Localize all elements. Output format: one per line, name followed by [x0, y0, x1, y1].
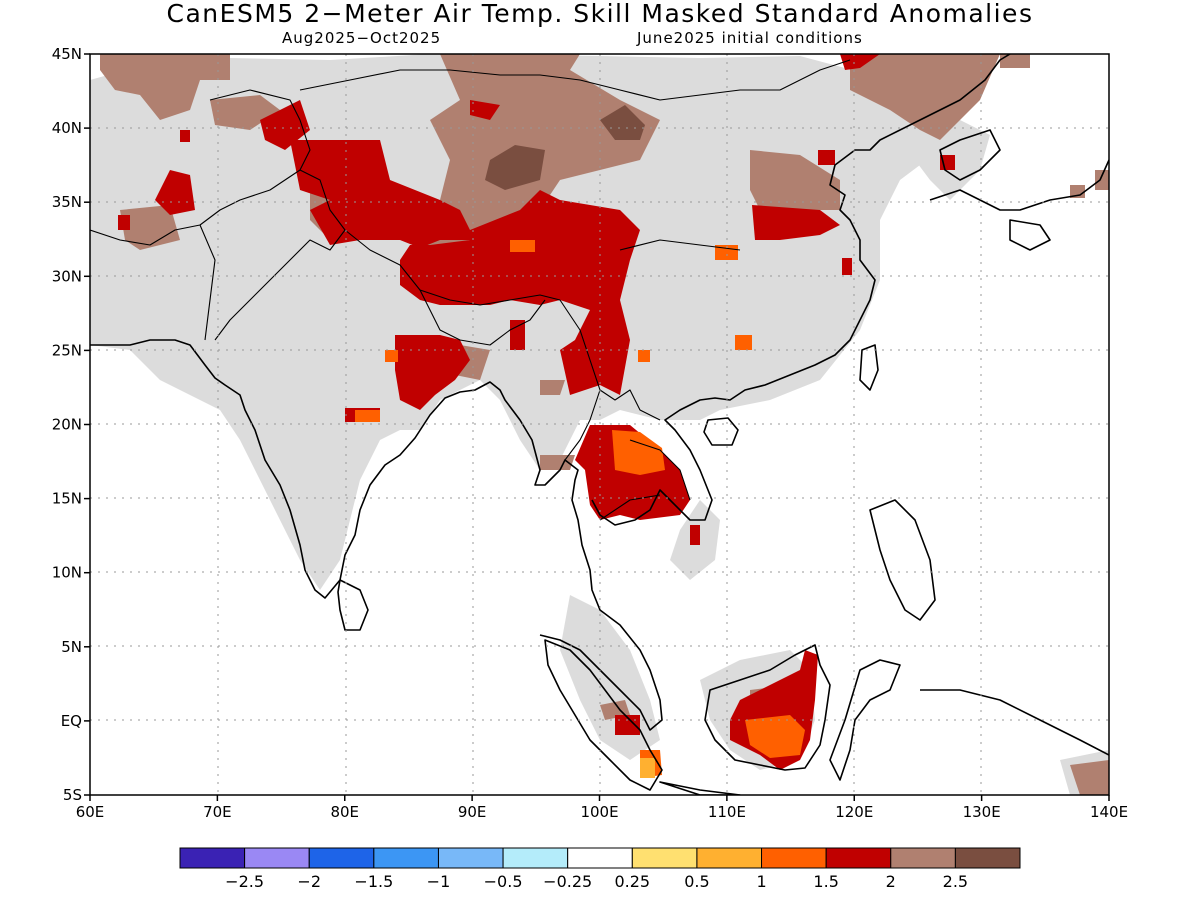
colorbar-label: −2.5 [225, 872, 264, 891]
colorbar-label: 2.5 [943, 872, 968, 891]
colorbar-swatch [373, 847, 439, 869]
lon-label: 80E [330, 803, 359, 821]
colorbar: −2.5 −2 −1.5 −1 −0.5 −0.25 0.25 0.5 1 1.5 2 2.5 [179, 847, 1021, 891]
lat-label: 15N [52, 490, 82, 508]
initial-conditions: June2025 initial conditions [637, 29, 863, 47]
colorbar-label: −1.5 [354, 872, 393, 891]
colorbar-label: 1.5 [813, 872, 838, 891]
longitude-axis: 60E 70E 80E 90E 100E 110E 120E 130E 140E [76, 795, 1128, 821]
lat-label: 10N [52, 564, 82, 582]
colorbar-label: −0.25 [543, 872, 592, 891]
colorbar-swatch [631, 847, 698, 869]
colorbar-swatch [567, 847, 633, 869]
lon-label: 70E [203, 803, 232, 821]
colorbar-swatch [954, 847, 1021, 869]
lon-label: 110E [708, 803, 746, 821]
latitude-axis: 45N 40N 35N 30N 25N 20N 15N 10N 5N EQ 5S [52, 45, 90, 804]
colorbar-label: 0.5 [684, 872, 709, 891]
coastlines [90, 54, 1109, 795]
lon-label: 140E [1090, 803, 1128, 821]
lat-label: 5S [63, 786, 82, 804]
lat-label: EQ [61, 712, 82, 730]
colorbar-swatch [825, 847, 892, 869]
lat-label: 30N [52, 267, 82, 285]
colorbar-label: −2 [297, 872, 321, 891]
colorbar-label: 2 [886, 872, 896, 891]
lon-label: 100E [580, 803, 618, 821]
lat-label: 40N [52, 119, 82, 137]
colorbar-label: −1 [427, 872, 451, 891]
colorbar-swatch [244, 847, 310, 869]
lon-label: 130E [963, 803, 1001, 821]
forecast-period: Aug2025−Oct2025 [282, 29, 442, 47]
colorbar-swatch [437, 847, 504, 869]
lat-label: 45N [52, 45, 82, 63]
colorbar-label: 0.25 [614, 872, 650, 891]
lon-label: 60E [76, 803, 105, 821]
lat-label: 25N [52, 341, 82, 359]
colorbar-swatch [308, 847, 375, 869]
lat-label: 20N [52, 416, 82, 434]
colorbar-swatch [696, 847, 763, 869]
colorbar-label: −0.5 [484, 872, 523, 891]
anomaly-shading [100, 54, 1109, 795]
colorbar-label: 1 [756, 872, 766, 891]
map-title: CanESM5 2−Meter Air Temp. Skill Masked S… [166, 0, 1034, 28]
lon-label: 90E [458, 803, 487, 821]
colorbar-swatch [502, 847, 569, 869]
lat-label: 5N [61, 638, 82, 656]
graticule [90, 54, 1109, 795]
colorbar-swatch [179, 847, 246, 869]
country-borders [90, 59, 851, 521]
colorbar-swatch [761, 847, 827, 869]
colorbar-swatch [890, 847, 956, 869]
lon-label: 120E [835, 803, 873, 821]
lat-label: 35N [52, 193, 82, 211]
